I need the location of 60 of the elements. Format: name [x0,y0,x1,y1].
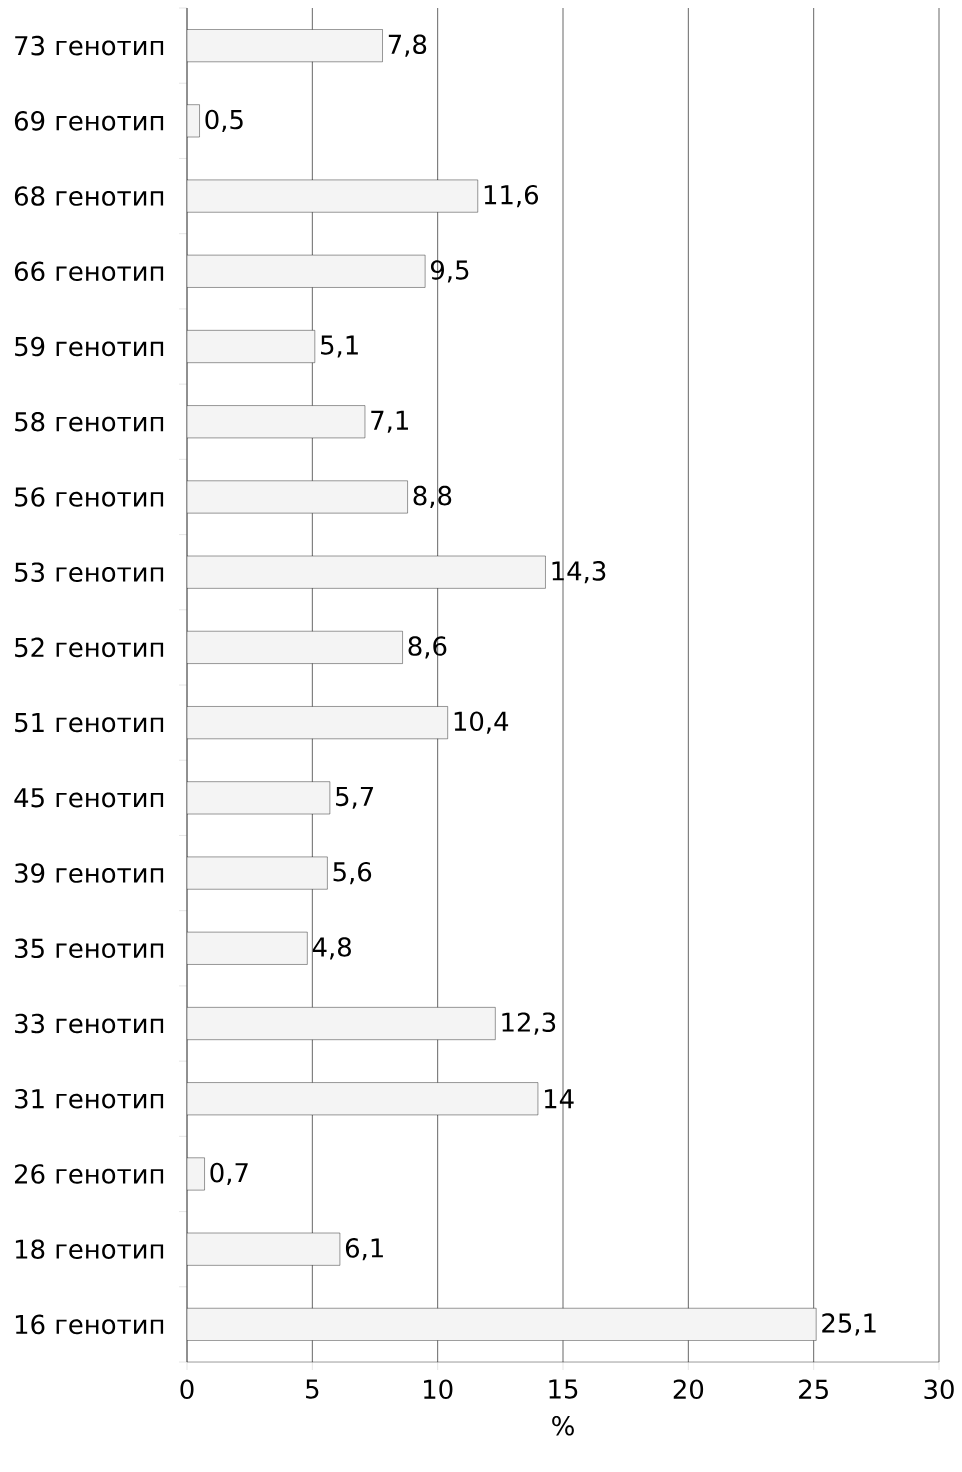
data-label: 5,1 [321,335,358,358]
x-axis-title: % [552,1415,574,1436]
data-label: 5,6 [333,861,372,885]
bar [187,781,331,815]
data-label: 14,3 [552,561,606,584]
y-tick-label: 66 генотип [14,261,164,282]
data-label: 8,8 [413,485,452,509]
data-label: 12,3 [502,1012,556,1035]
data-label: 9,5 [430,260,469,283]
data-label: 7,8 [388,34,427,57]
bar [187,1007,496,1040]
bar [187,931,308,965]
bar [187,1082,539,1116]
y-tick-label: 39 генотип [15,863,164,883]
bar [187,856,328,890]
data-label: 0,7 [210,1162,248,1186]
x-tick-label: 15 [549,1379,578,1399]
y-tick-label: 58 генотип [15,411,164,432]
y-tick-label: 59 генотип [15,336,164,357]
data-label: 14 [544,1089,574,1109]
bar [187,254,426,288]
data-label: 8,6 [408,636,447,659]
data-label: 4,8 [312,937,351,960]
x-tick-label: 10 [424,1379,453,1400]
data-label: 6,1 [345,1238,383,1261]
bar [187,555,546,589]
y-tick-label: 52 генотип [15,637,164,658]
data-label: 7,1 [371,410,408,433]
y-tick-label: 51 генотип [15,712,164,733]
y-tick-label: 31 генотип [15,1088,164,1109]
bar [187,1308,817,1341]
bar [187,480,408,514]
x-tick-label: 20 [673,1379,704,1400]
y-tick-label: 53 генотип [15,562,164,582]
bar [187,631,403,664]
bar [187,330,316,363]
data-label: 11,6 [484,184,538,208]
y-tick-label: 69 генотип [14,111,164,131]
x-tick-label: 25 [799,1379,828,1400]
y-tick-label: 35 генотип [15,938,164,959]
data-label: 0,5 [205,109,243,132]
y-tick-label: 68 генотип [14,186,164,206]
y-tick-label: 33 генотип [15,1013,164,1034]
data-label: 5,7 [336,786,374,809]
x-tick-label: 30 [924,1379,954,1400]
x-tick-label: 5 [306,1379,319,1399]
y-tick-label: 18 генотип [15,1239,164,1259]
bar [187,29,383,62]
y-tick-label: 56 генотип [15,487,164,507]
y-tick-label: 45 генотип [14,788,164,808]
bar [187,1232,341,1266]
data-label: 10,4 [454,711,509,734]
bar [187,179,478,213]
bar [187,405,366,439]
y-tick-label: 16 генотип [15,1314,164,1335]
data-label: 25,1 [822,1313,876,1336]
bar [187,706,448,739]
y-tick-label: 73 генотип [15,35,164,56]
x-tick-label: 0 [180,1379,194,1400]
y-tick-label: 26 генотип [14,1164,164,1184]
